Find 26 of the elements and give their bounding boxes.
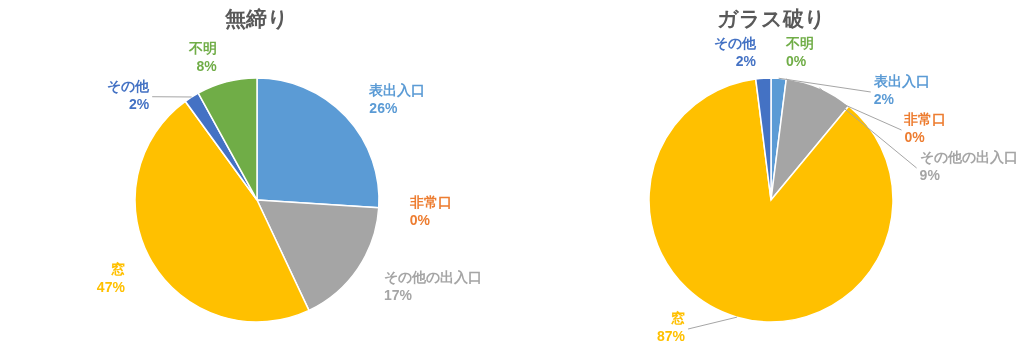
data-label: 2% [128, 95, 150, 112]
text: 0% [786, 53, 807, 69]
category-label: 不明 [786, 35, 814, 51]
slice-label: 窓 [671, 310, 686, 326]
data-label: 8% [196, 57, 218, 74]
data-label: 2% [873, 91, 895, 107]
slice-label: その他 [107, 77, 151, 94]
chart-title: ガラス破り [716, 7, 826, 30]
slice-label: その他の出入口 [919, 149, 1018, 165]
data-label: 87% [657, 328, 686, 344]
data-label: 17% [384, 287, 413, 304]
slice-label: その他 [714, 35, 757, 52]
text: 0% [904, 129, 925, 145]
data-label: 9% [919, 167, 941, 183]
data-label: 26% [369, 100, 398, 117]
data-label: 47% [96, 279, 126, 296]
slice-label: 表出入口 [872, 73, 930, 89]
category-label: 非常口 [904, 111, 947, 127]
slice-label: 不明 [187, 39, 217, 56]
slice-label: 表出入口 [368, 82, 426, 99]
chart-title: 無締り [224, 7, 289, 30]
category-label: 非常口 [409, 194, 452, 211]
slice-label: 窓 [110, 261, 125, 278]
slice-label: その他の出入口 [384, 269, 483, 286]
text: 0% [409, 212, 430, 229]
data-label: 2% [735, 53, 757, 70]
